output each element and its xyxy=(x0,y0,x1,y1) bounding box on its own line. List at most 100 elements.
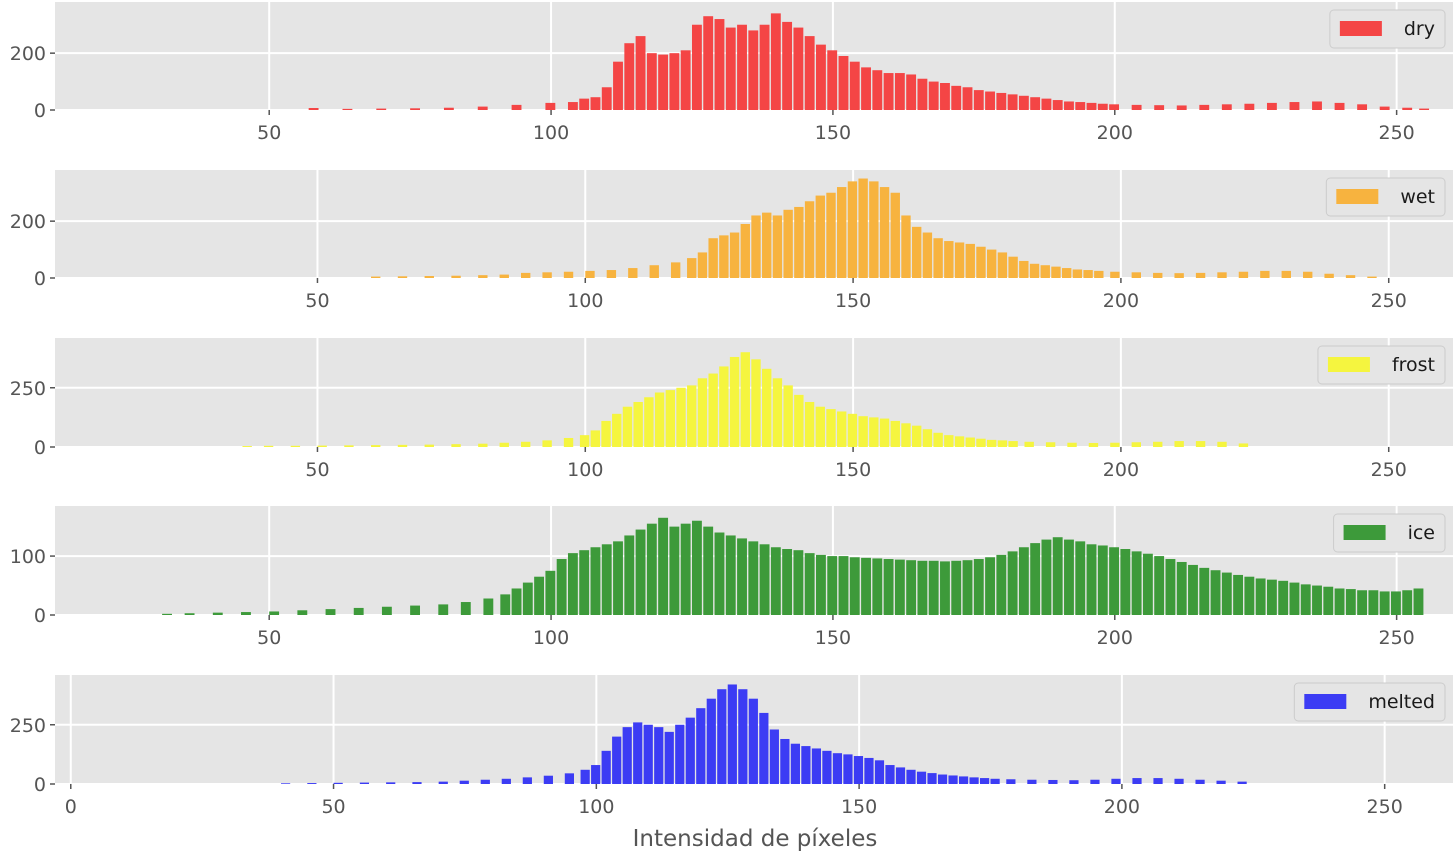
histogram-bar xyxy=(843,754,853,784)
histogram-bar xyxy=(1345,275,1356,278)
histogram-bar xyxy=(1086,102,1097,110)
histogram-bar xyxy=(719,366,729,447)
histogram-bar xyxy=(928,81,939,110)
histogram-bar xyxy=(1007,94,1018,110)
histogram-bar xyxy=(858,416,868,447)
histogram-bar xyxy=(922,429,933,447)
histogram-bar xyxy=(590,430,601,447)
histogram-bar xyxy=(1030,97,1041,110)
histogram-bar xyxy=(542,272,552,278)
x-axis-label: Intensidad de píxeles xyxy=(633,826,878,851)
histogram-bar xyxy=(759,712,769,784)
histogram-bar xyxy=(664,731,674,784)
histogram-bar xyxy=(1289,582,1300,615)
histogram-bar xyxy=(545,570,556,615)
histogram-bar xyxy=(697,378,708,447)
histogram-bar xyxy=(353,607,364,615)
histogram-bar xyxy=(212,612,223,615)
histogram-bar xyxy=(703,16,714,110)
histogram-bar xyxy=(443,107,454,110)
histogram-bar xyxy=(737,24,747,111)
histogram-bar xyxy=(987,249,997,278)
histogram-bar xyxy=(263,445,274,447)
x-tick-label: 100 xyxy=(533,122,569,144)
histogram-bar xyxy=(1097,103,1108,110)
histogram-bar xyxy=(1266,102,1277,110)
histogram-bar xyxy=(1094,270,1104,278)
histogram-bar xyxy=(906,74,917,110)
x-tick-label: 200 xyxy=(1097,122,1133,144)
histogram-bar xyxy=(499,442,509,447)
histogram-bar xyxy=(590,547,601,615)
histogram-bar xyxy=(954,242,965,278)
histogram-bar xyxy=(858,178,868,278)
panel-melted: 0 50 100 150 200 250 0 250 melted xyxy=(10,675,1453,818)
histogram-bar xyxy=(438,781,448,784)
histogram-bar xyxy=(1153,778,1163,784)
histogram-bar xyxy=(556,559,567,615)
legend-label-ice: ice xyxy=(1408,522,1435,544)
histogram-bar xyxy=(670,262,681,278)
histogram-bar xyxy=(838,56,849,110)
histogram-bar xyxy=(646,53,657,110)
x-tick-label: 50 xyxy=(305,290,329,312)
histogram-bar xyxy=(658,54,669,110)
x-tick-label: 200 xyxy=(1103,459,1139,481)
histogram-bar xyxy=(1216,780,1226,784)
histogram-bar xyxy=(737,538,747,615)
histogram-bar xyxy=(646,523,657,615)
histogram-bar xyxy=(344,445,354,447)
histogram-bar xyxy=(782,21,793,110)
histogram-bar xyxy=(917,78,928,110)
histogram-bar xyxy=(601,750,611,784)
histogram-bar xyxy=(933,238,943,278)
histogram-bar xyxy=(861,557,871,615)
histogram-bar xyxy=(1278,580,1289,615)
histogram-bar xyxy=(906,769,916,784)
histogram-bar xyxy=(1051,266,1061,278)
histogram-bar xyxy=(1402,107,1413,110)
histogram-bar xyxy=(1052,100,1063,110)
histogram-bar xyxy=(459,780,469,784)
histogram-bar xyxy=(1244,576,1255,615)
histogram-bar xyxy=(1018,95,1029,110)
y-tick-label: 250 xyxy=(10,378,46,400)
histogram-bar xyxy=(1067,442,1077,447)
histogram-bar xyxy=(1303,271,1313,278)
histogram-bar xyxy=(644,397,654,447)
histogram-bar xyxy=(1030,543,1041,615)
histogram-bar xyxy=(697,252,708,278)
histogram-bar xyxy=(685,717,695,784)
histogram-bar xyxy=(714,532,725,615)
histogram-bar xyxy=(759,544,770,615)
histogram-bar xyxy=(622,727,632,784)
histogram-bar xyxy=(816,44,826,111)
histogram-bar xyxy=(1029,263,1040,278)
histogram-bar xyxy=(944,241,954,278)
histogram-bar xyxy=(783,385,793,447)
histogram-bar xyxy=(837,411,847,447)
histogram-bar xyxy=(965,437,975,447)
histogram-bar xyxy=(804,201,815,278)
histogram-bar xyxy=(1176,561,1187,615)
histogram-bar xyxy=(1097,545,1108,615)
histogram-bar xyxy=(954,436,965,447)
histogram-bar xyxy=(1260,270,1270,278)
x-tick-label: 250 xyxy=(1371,459,1407,481)
histogram-bar xyxy=(1154,105,1165,110)
histogram-bar xyxy=(542,440,552,447)
histogram-bar xyxy=(1289,102,1300,110)
y-tick-label: 0 xyxy=(34,100,46,122)
histogram-bar xyxy=(1090,779,1100,784)
histogram-bar xyxy=(1165,559,1176,615)
histogram-bar xyxy=(522,582,533,615)
y-tick-label: 200 xyxy=(10,211,46,233)
histogram-bar xyxy=(451,275,461,278)
histogram-bar xyxy=(675,724,685,784)
x-tick-label: 250 xyxy=(1378,627,1414,649)
histogram-bar xyxy=(940,83,950,110)
histogram-bar xyxy=(717,689,727,784)
x-tick-label: 100 xyxy=(567,290,603,312)
histogram-bar xyxy=(579,550,590,615)
